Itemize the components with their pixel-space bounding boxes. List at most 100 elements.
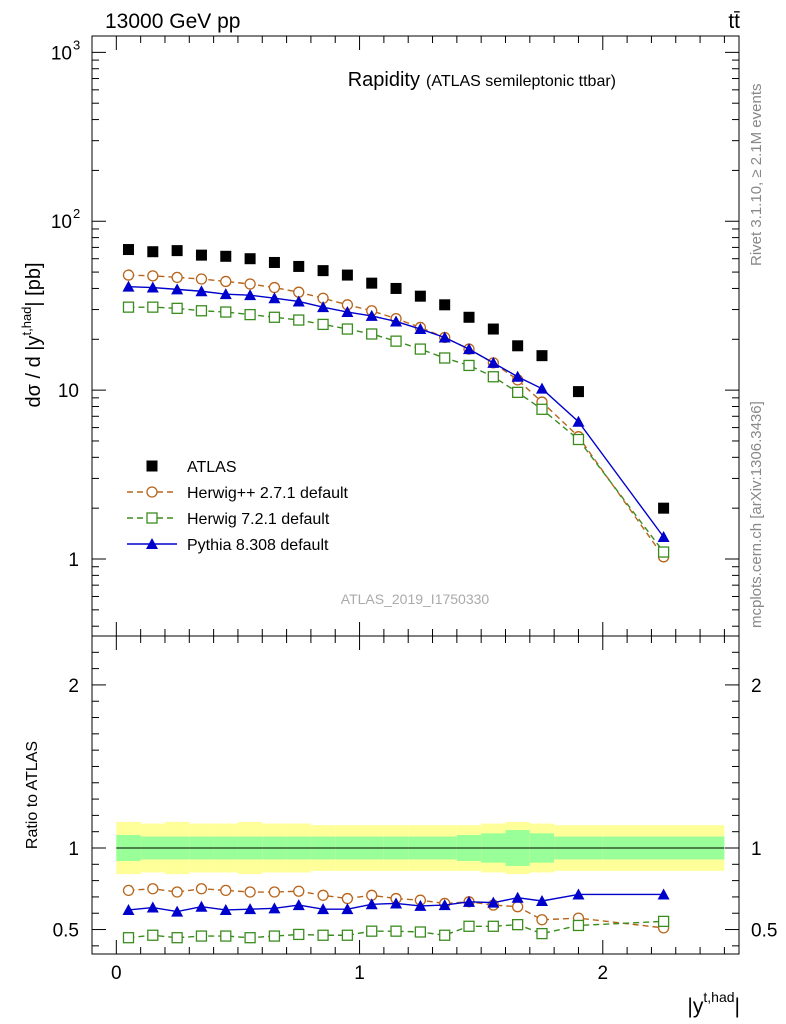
ratio-plot-layer [122, 883, 670, 944]
data-point-s2-8 [317, 318, 329, 331]
data-point-s1-16 [512, 918, 524, 931]
data-point-s0-4 [220, 250, 232, 262]
data-point-s2-9 [341, 903, 354, 915]
data-point-s2-1 [147, 301, 159, 313]
data-point-s0-4 [220, 884, 232, 897]
data-point-s3-4 [219, 288, 232, 300]
data-point-s2-3 [195, 900, 208, 912]
legend-marker-2 [146, 512, 158, 524]
collision-energy-label: 13000 GeV pp [105, 10, 240, 33]
data-point-s3-8 [317, 301, 330, 313]
data-point-s2-4 [220, 306, 232, 318]
data-point-s1-8 [317, 929, 329, 941]
ratio-y-tick-label-right-2: 2 [751, 676, 762, 697]
data-point-s2-18 [572, 433, 585, 446]
data-point-s2-17 [535, 895, 548, 906]
data-point-s1-11 [390, 925, 402, 937]
ratio-ticks: 0 1 2 0.5 0.5 1 1 2 2 [53, 636, 777, 984]
ratio-band-layer [116, 821, 725, 875]
data-point-s3-6 [268, 292, 281, 304]
data-point-s3-16 [511, 370, 524, 382]
data-point-s0-8 [317, 265, 329, 277]
data-point-s3-13 [438, 331, 451, 343]
y-tick-label-1000: 10 [51, 43, 72, 64]
data-point-s2-19 [657, 888, 670, 900]
series-line-1 [128, 920, 664, 939]
ratio-y-tick-label-right-0.5: 0.5 [751, 921, 777, 942]
data-point-s3-14 [463, 343, 476, 355]
y-tick-label-exp-100: 2 [73, 206, 80, 221]
data-point-s2-11 [390, 335, 402, 347]
series-line-3 [128, 285, 665, 538]
data-point-s0-15 [487, 323, 499, 335]
y-tick-label-10: 10 [58, 381, 79, 402]
data-point-s0-0 [122, 244, 134, 256]
data-point-s1-10 [366, 925, 378, 937]
x-axis-label: |yt,had| [687, 989, 740, 1018]
main-plot-layer [122, 244, 670, 563]
data-point-s3-9 [341, 306, 354, 318]
main-y-axis-label-prefix: dσ / d |y [23, 336, 45, 408]
data-point-s1-0 [122, 269, 135, 281]
data-point-s0-19 [658, 502, 670, 514]
ratio-panel: 0 1 2 0.5 0.5 1 1 2 2 Ratio to ATLAS |yt,had| [24, 635, 777, 1018]
data-point-s2-16 [511, 891, 524, 903]
ratio-y-tick-label-left-2: 2 [68, 676, 79, 697]
data-point-s0-9 [341, 892, 354, 905]
x-tick-label-0: 0 [111, 963, 122, 984]
series-line-2 [128, 306, 665, 553]
process-label: tt̄ [728, 10, 740, 33]
data-point-s2-0 [122, 903, 135, 915]
data-point-s2-5 [244, 903, 257, 915]
data-point-s3-5 [244, 289, 257, 301]
data-point-s3-19 [657, 530, 670, 542]
legend-label-3: Pythia 8.308 default [187, 537, 329, 554]
data-point-s2-0 [122, 301, 135, 313]
data-point-s2-11 [390, 897, 403, 909]
data-point-s2-19 [657, 546, 670, 558]
data-point-s0-3 [195, 883, 208, 895]
data-point-s2-16 [512, 386, 524, 399]
main-y-axis-label: dσ / d |yt,had| [pb] [19, 262, 45, 407]
x-tick-label-2: 2 [598, 963, 609, 984]
data-point-s2-7 [293, 314, 305, 326]
data-point-s0-7 [293, 885, 305, 897]
data-point-s3-1 [146, 281, 159, 293]
data-point-s2-5 [244, 308, 256, 321]
data-point-s2-9 [341, 323, 354, 335]
data-point-s1-7 [293, 928, 305, 941]
data-point-s0-14 [463, 311, 475, 323]
data-point-s1-4 [220, 930, 232, 942]
x-axis-label-suffix: | [735, 995, 740, 1018]
data-point-s0-0 [122, 884, 135, 897]
data-point-s1-9 [341, 929, 354, 941]
data-point-s1-19 [657, 915, 670, 928]
data-point-s1-2 [171, 932, 183, 944]
data-point-s0-3 [195, 249, 207, 261]
y-tick-label-1: 1 [68, 550, 79, 571]
data-point-s1-18 [572, 919, 585, 932]
data-point-s2-14 [463, 359, 475, 372]
ratio-y-tick-label-right-1: 1 [751, 839, 762, 860]
y-tick-label-exp-1000: 3 [73, 37, 80, 52]
data-point-s3-12 [414, 323, 427, 335]
data-point-s1-15 [487, 920, 499, 932]
data-point-s3-2 [171, 283, 184, 295]
data-point-s2-10 [365, 898, 378, 910]
data-point-s2-6 [268, 902, 281, 914]
data-point-s1-3 [195, 273, 208, 285]
data-point-s2-1 [146, 901, 159, 913]
data-point-s0-12 [414, 290, 426, 302]
data-point-s3-17 [535, 382, 548, 394]
data-point-s0-5 [244, 886, 256, 898]
data-point-s0-2 [171, 245, 183, 257]
data-point-s3-10 [365, 309, 378, 321]
data-point-s0-11 [390, 282, 402, 294]
legend-marker-1 [146, 486, 158, 498]
chart-subtitle: (ATLAS semileptonic ttbar) [426, 73, 616, 90]
data-point-s2-2 [171, 302, 183, 314]
data-point-s0-7 [293, 260, 305, 272]
x-tick-label-1: 1 [354, 963, 365, 984]
